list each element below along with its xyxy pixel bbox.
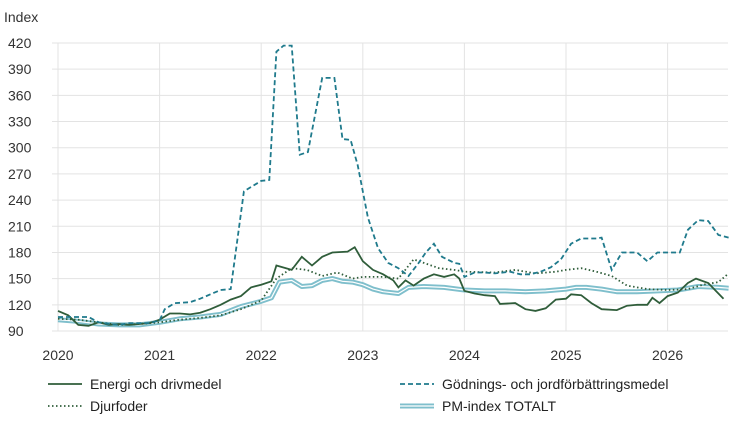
x-tick-label: 2026 [652, 347, 683, 363]
series-line-godning [58, 44, 729, 326]
x-tick-labels: 2020 2021 2022 2023 2024 2025 2026 [42, 347, 683, 363]
legend-label: PM-index TOTALT [442, 398, 557, 414]
x-tick-label: 2024 [449, 347, 480, 363]
x-tick-label: 2025 [550, 347, 581, 363]
legend-item-djurfoder: Djurfoder [48, 398, 148, 414]
legend-item-godning: Gödnings- och jordförbättringsmedel [400, 376, 668, 392]
legend-label: Gödnings- och jordförbättringsmedel [442, 376, 668, 392]
x-tick-label: 2020 [42, 347, 73, 363]
y-tick-label: 360 [8, 87, 32, 103]
y-tick-label: 90 [8, 323, 24, 339]
legend-item-energi: Energi och drivmedel [48, 376, 222, 392]
legend: Energi och drivmedel Gödnings- och jordfö… [48, 376, 668, 414]
y-tick-label: 120 [8, 297, 32, 313]
y-tick-label: 420 [8, 35, 32, 51]
y-tick-label: 240 [8, 192, 32, 208]
legend-label: Djurfoder [90, 398, 148, 414]
legend-item-pm: PM-index TOTALT [400, 398, 557, 414]
x-tick-label: 2023 [347, 347, 378, 363]
series-line-djurfoder [57, 258, 730, 326]
y-tick-label: 300 [8, 140, 32, 156]
series-line-pm-index [57, 276, 729, 328]
legend-label: Energi och drivmedel [90, 376, 222, 392]
y-tick-label: 390 [8, 61, 32, 77]
y-tick-label: 330 [8, 114, 32, 130]
gridlines [52, 42, 728, 332]
y-tick-label: 150 [8, 271, 32, 287]
series-lines [57, 44, 730, 328]
x-tick-label: 2021 [144, 347, 175, 363]
y-tick-label: 180 [8, 244, 32, 260]
series-line-energi [57, 245, 725, 327]
x-tick-label: 2022 [246, 347, 277, 363]
y-tick-labels: 90 120 150 180 210 240 270 300 330 360 390 420 [8, 35, 32, 339]
y-axis-label: Index [4, 9, 38, 25]
series-line-pm-index-core [57, 278, 729, 326]
y-tick-label: 270 [8, 166, 32, 182]
y-tick-label: 210 [8, 218, 32, 234]
